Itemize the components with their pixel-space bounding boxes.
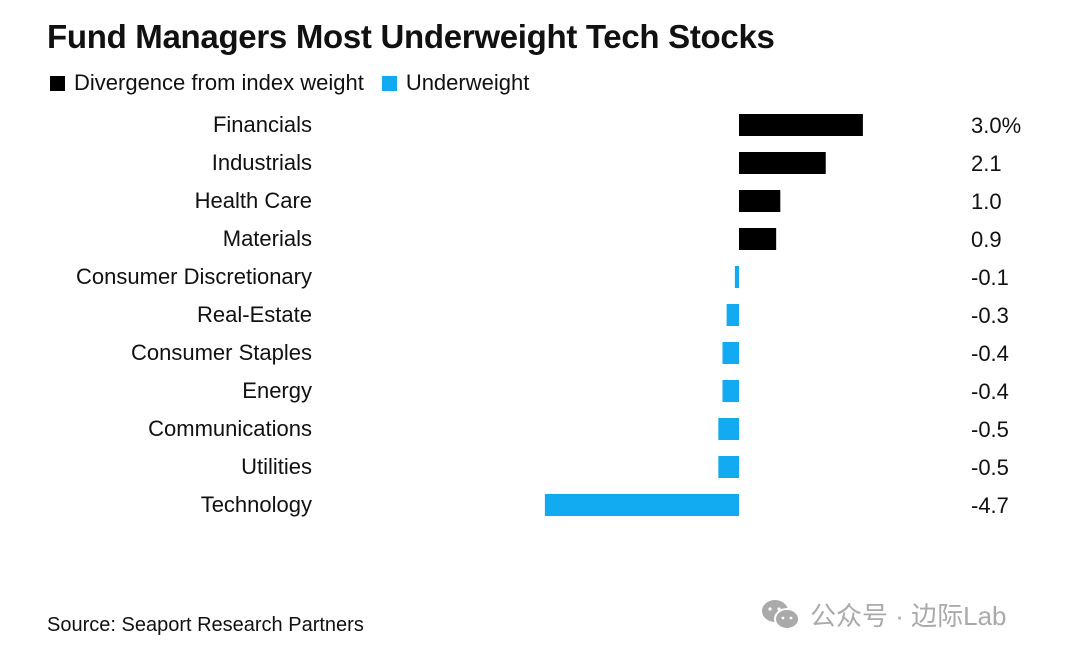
legend-swatch-blue — [381, 75, 397, 91]
bar — [734, 266, 739, 288]
chart-title: Fund Managers Most Underweight Tech Stoc… — [47, 18, 775, 55]
bar — [726, 304, 739, 326]
bar — [739, 190, 781, 212]
legend-item-underweight: Underweight — [381, 70, 530, 96]
category-label: Health Care — [195, 188, 312, 213]
category-label: Technology — [201, 492, 312, 517]
bar — [722, 342, 739, 364]
value-label: -0.1 — [971, 265, 1009, 290]
bar — [718, 418, 739, 440]
value-label: -4.7 — [971, 493, 1009, 518]
legend-label: Divergence from index weight — [74, 70, 364, 95]
value-label: 2.1 — [971, 151, 1002, 176]
bar — [739, 152, 826, 174]
value-label: -0.5 — [971, 417, 1009, 442]
wechat-icon — [762, 599, 800, 630]
category-label: Materials — [223, 226, 312, 251]
value-label: -0.4 — [971, 379, 1009, 404]
value-label: 3.0% — [971, 113, 1021, 138]
legend: Divergence from index weight Underweight — [50, 70, 547, 96]
category-label: Consumer Staples — [131, 340, 312, 365]
category-label: Industrials — [212, 150, 312, 175]
value-label: 1.0 — [971, 189, 1002, 214]
category-label: Real-Estate — [197, 302, 312, 327]
bar — [722, 380, 739, 402]
source-note: Source: Seaport Research Partners — [47, 614, 364, 636]
bar — [739, 114, 863, 136]
watermark-text: 公众号 · 边际Lab — [810, 601, 1007, 631]
bar — [718, 456, 739, 478]
value-label: 0.9 — [971, 227, 1002, 252]
legend-label: Underweight — [405, 70, 530, 95]
category-label: Financials — [213, 112, 312, 137]
category-label: Consumer Discretionary — [76, 264, 312, 289]
category-label: Utilities — [241, 454, 312, 479]
bar — [739, 228, 777, 250]
value-label: -0.3 — [971, 303, 1009, 328]
watermark: 公众号 · 边际Lab — [760, 596, 1007, 633]
legend-item-divergence: Divergence from index weight — [50, 70, 364, 96]
category-label: Communications — [148, 416, 312, 441]
value-label: -0.4 — [971, 341, 1009, 366]
value-label: -0.5 — [971, 455, 1009, 480]
category-label: Energy — [242, 378, 312, 403]
bar — [544, 494, 739, 516]
legend-swatch-black — [50, 75, 65, 91]
